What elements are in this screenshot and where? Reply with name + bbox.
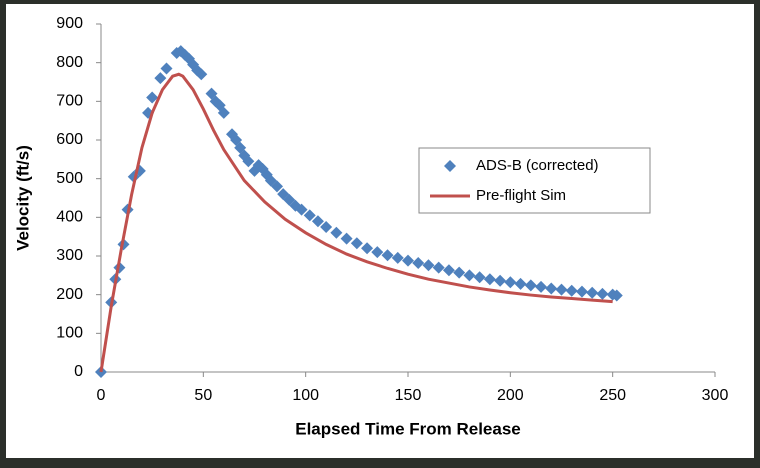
data-point (610, 289, 623, 302)
data-point (340, 232, 353, 245)
x-tick-label: 200 (497, 387, 524, 404)
legend-label: ADS-B (corrected) (476, 157, 599, 174)
data-point (311, 215, 324, 228)
data-point (160, 62, 173, 75)
data-point (422, 259, 435, 272)
y-tick-label: 900 (56, 15, 83, 32)
data-point (442, 264, 455, 277)
data-point (453, 266, 466, 279)
sim-line (99, 72, 613, 373)
data-point (575, 285, 588, 298)
data-point (483, 273, 496, 286)
y-tick-label: 300 (56, 247, 83, 264)
y-tick-label: 0 (74, 363, 83, 380)
data-point (524, 279, 537, 292)
data-point (350, 237, 363, 250)
data-point (545, 282, 558, 295)
x-tick-label: 0 (97, 387, 106, 404)
data-point (432, 261, 445, 274)
data-point (242, 155, 255, 168)
data-point (555, 283, 568, 296)
data-point (535, 280, 548, 293)
legend-label: Pre-flight Sim (476, 187, 566, 204)
data-point (371, 246, 384, 259)
data-point (381, 249, 394, 262)
data-point (463, 269, 476, 282)
data-point (295, 203, 308, 216)
data-point (473, 271, 486, 284)
data-point (195, 68, 208, 81)
x-axis-title: Elapsed Time From Release (295, 419, 521, 438)
chart-panel (6, 4, 754, 458)
x-tick-label: 250 (599, 387, 626, 404)
data-point (303, 209, 316, 222)
data-point (154, 72, 167, 85)
data-point (596, 287, 609, 300)
data-point (412, 256, 425, 269)
data-point (514, 277, 527, 290)
data-point (402, 254, 414, 267)
data-point (330, 226, 343, 239)
y-axis-title: Velocity (ft/s) (13, 145, 32, 251)
legend-box (418, 147, 651, 214)
y-tick-label: 700 (56, 93, 83, 110)
legend-swatch (444, 160, 456, 172)
x-tick-label: 150 (395, 387, 422, 404)
data-point (361, 242, 374, 255)
y-tick-label: 500 (56, 170, 83, 187)
data-point (586, 286, 599, 299)
data-point (504, 276, 517, 289)
data-point (217, 106, 230, 119)
data-point (271, 180, 284, 193)
data-point (565, 284, 578, 297)
y-tick-label: 400 (56, 209, 83, 226)
data-point (494, 274, 507, 287)
data-point (391, 251, 404, 264)
data-point (320, 221, 333, 233)
data-point (183, 52, 196, 65)
y-tick-label: 800 (56, 54, 83, 71)
y-tick-label: 100 (56, 325, 83, 342)
x-tick-label: 300 (702, 387, 729, 404)
y-tick-label: 600 (56, 131, 83, 148)
x-tick-label: 100 (292, 387, 319, 404)
data-point (146, 91, 159, 104)
x-tick-label: 50 (194, 387, 212, 404)
y-tick-label: 200 (56, 286, 83, 303)
